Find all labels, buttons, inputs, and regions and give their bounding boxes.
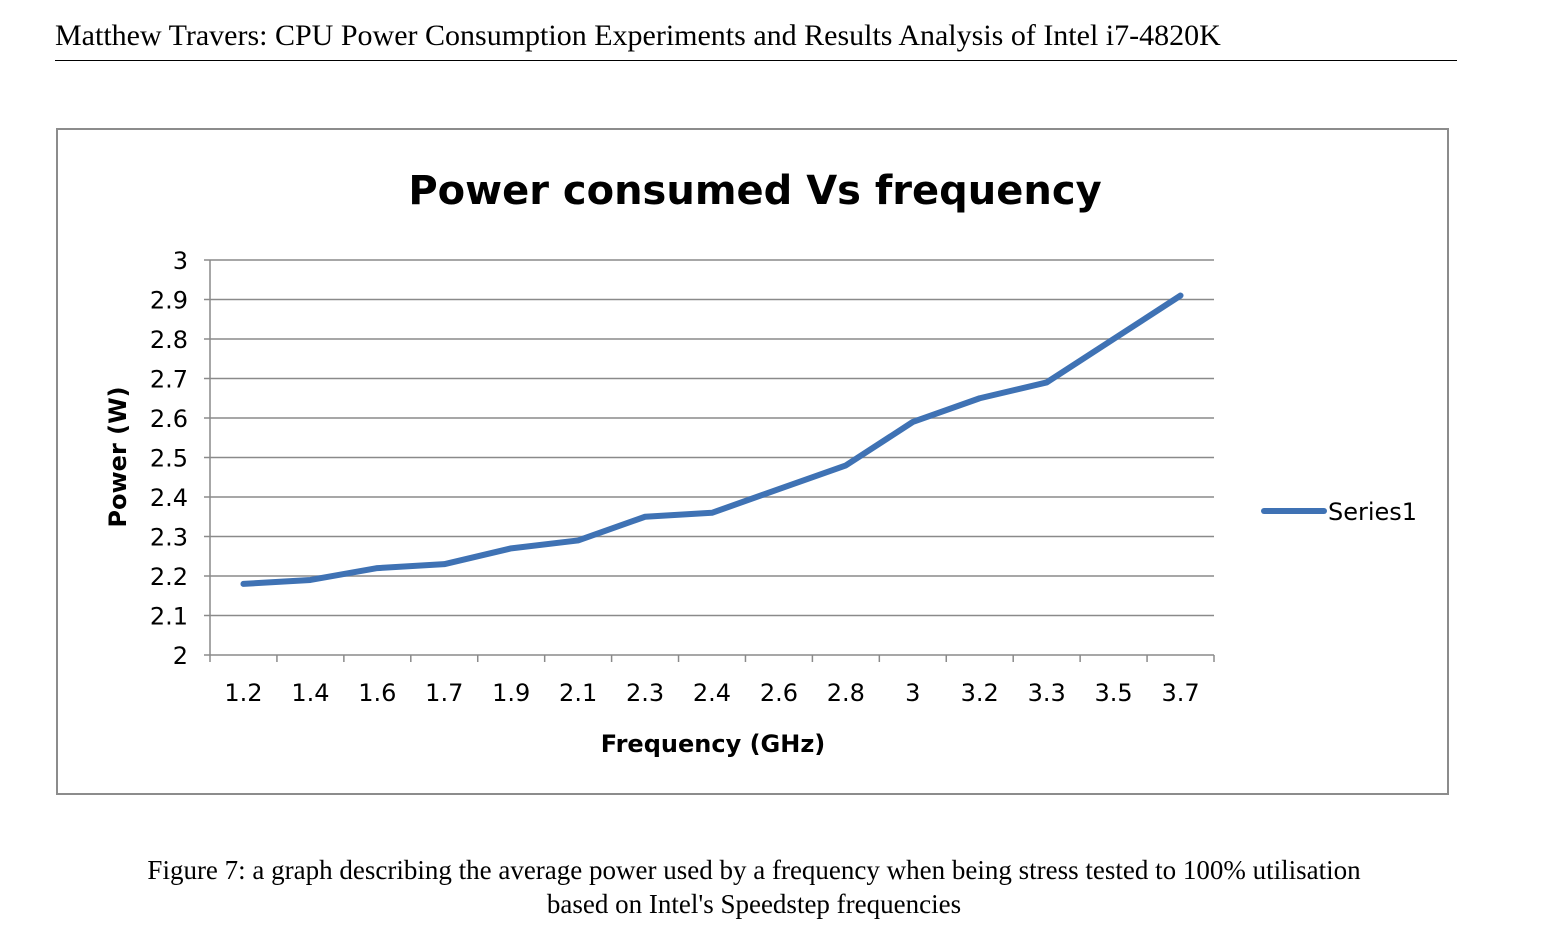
- x-tick-label: 3.7: [1161, 679, 1199, 707]
- series-lines: [240, 292, 1184, 587]
- x-tick-label: 1.4: [291, 679, 329, 707]
- y-tick-label: 2.6: [150, 405, 188, 433]
- y-tick-label: 2.4: [150, 484, 188, 512]
- axes: [204, 259, 1215, 662]
- running-header: Matthew Travers: CPU Power Consumption E…: [55, 16, 1457, 61]
- x-tick-label: 2.8: [827, 679, 865, 707]
- x-tick-label: 2.1: [559, 679, 597, 707]
- x-tick-label: 1.9: [492, 679, 530, 707]
- chart-frame: Power consumed Vs frequency 2 2.1 2.2 2.3 2.…: [56, 128, 1449, 795]
- y-axis-title: Power (W): [104, 386, 132, 527]
- figure-caption: Figure 7: a graph describing the average…: [40, 853, 1468, 921]
- y-tick-label: 2.3: [150, 524, 188, 552]
- y-tick-label: 2.5: [150, 445, 188, 473]
- caption-line-2: based on Intel's Speedstep frequencies: [546, 889, 962, 919]
- chart-title: Power consumed Vs frequency: [408, 168, 1101, 214]
- y-tick-label: 2: [173, 642, 188, 670]
- y-tick-label: 2.1: [150, 603, 188, 631]
- y-tick-label: 3: [173, 247, 188, 275]
- x-tick-labels: 1.2 1.4 1.6 1.7 1.9 2.1 2.3 2.4 2.6 2.8 3 3.2 3.3 3.5…: [224, 679, 1199, 707]
- y-tick-labels: 2 2.1 2.2 2.3 2.4 2.5 2.6 2.7 2.8 2.9 3: [150, 247, 188, 670]
- x-tick-label: 3: [905, 679, 920, 707]
- legend-label: Series1: [1328, 498, 1417, 526]
- x-tick-label: 1.6: [358, 679, 396, 707]
- line-chart: Power consumed Vs frequency 2 2.1 2.2 2.3 2.…: [104, 168, 1417, 758]
- legend: Series1: [1261, 498, 1417, 526]
- y-tick-label: 2.7: [150, 366, 188, 394]
- gridlines: [210, 259, 1214, 617]
- caption-line-1: Figure 7: a graph describing the average…: [147, 855, 1361, 885]
- y-tick-label: 2.9: [150, 287, 188, 315]
- x-tick-label: 3.3: [1028, 679, 1066, 707]
- x-axis-title: Frequency (GHz): [601, 730, 826, 758]
- x-tick-label: 1.7: [425, 679, 463, 707]
- x-tick-label: 2.3: [626, 679, 664, 707]
- x-tick-label: 3.5: [1095, 679, 1133, 707]
- x-tick-label: 2.4: [693, 679, 731, 707]
- y-tick-label: 2.8: [150, 326, 188, 354]
- x-tick-label: 1.2: [224, 679, 262, 707]
- x-tick-label: 3.2: [961, 679, 999, 707]
- x-tick-label: 2.6: [760, 679, 798, 707]
- y-tick-label: 2.2: [150, 563, 188, 591]
